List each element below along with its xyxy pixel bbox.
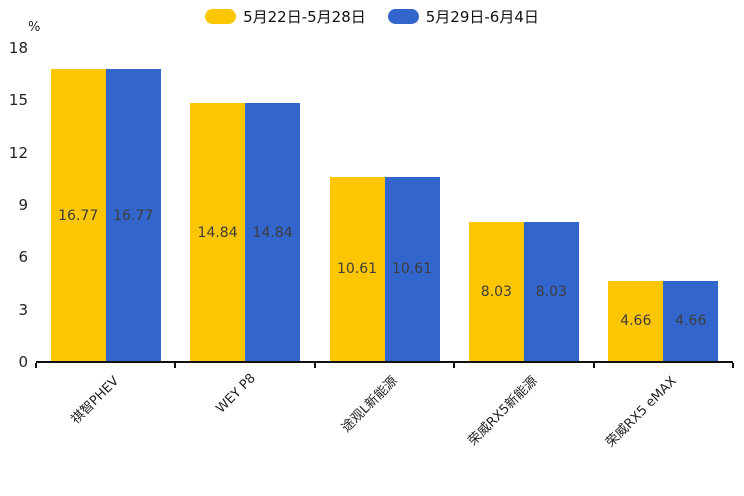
bar-series2 [105, 69, 161, 362]
bar-series1 [468, 221, 524, 362]
x-axis-tick [35, 363, 37, 368]
x-axis-tick [174, 363, 177, 368]
bar-series2 [384, 176, 440, 362]
x-axis-tick [453, 363, 456, 368]
x-axis-line [36, 361, 733, 363]
legend-item-1: 5月29日-6月4日 [387, 6, 539, 27]
bar-value-label: 14.84 [252, 224, 293, 241]
bar-value-label: 4.66 [620, 313, 652, 330]
bar-value-label: 14.84 [197, 224, 238, 241]
bar-value-label: 10.61 [336, 261, 378, 278]
y-axis-tick-label: 6 [18, 248, 28, 267]
legend-swatch-icon [205, 9, 237, 24]
bar-value-label: 8.03 [535, 283, 567, 300]
bar-series2 [663, 280, 719, 362]
bar-series1 [329, 176, 385, 362]
legend-label: 5月29日-6月4日 [425, 8, 539, 26]
bar-value-label: 16.77 [58, 207, 99, 224]
bar-series1 [50, 69, 106, 362]
bar-series2 [523, 221, 579, 362]
legend-label: 5月22日-5月28日 [243, 8, 366, 26]
y-axis-tick-label: 0 [18, 353, 28, 371]
bar-value-label: 8.03 [480, 283, 512, 300]
category-label: 途观L新能源 [339, 373, 401, 436]
x-axis-tick [313, 363, 316, 368]
category-label: WEY P8 [213, 371, 259, 417]
x-axis-tick [732, 363, 734, 368]
bar-series2 [245, 103, 301, 362]
y-axis-tick-label: 15 [8, 91, 28, 110]
x-axis-tick [592, 363, 595, 368]
bar-value-label: 10.61 [391, 261, 433, 278]
legend-swatch-icon [387, 9, 419, 24]
legend-item-0: 5月22日-5月28日 [205, 6, 366, 27]
bar-series1 [190, 103, 246, 362]
legend: 5月22日-5月28日 5月29日-6月4日 [0, 6, 744, 27]
y-axis-tick-label: 12 [8, 143, 28, 162]
bar-value-label: 16.77 [113, 207, 154, 224]
y-axis-unit-label: % [28, 20, 41, 35]
y-axis-tick-label: 3 [18, 300, 28, 319]
category-label: 祺智PHEV [68, 373, 123, 428]
bar-value-label: 4.66 [675, 313, 707, 330]
bar-series1 [608, 280, 664, 362]
y-axis-tick-label: 9 [18, 196, 28, 214]
y-axis-tick-label: 18 [8, 39, 28, 57]
category-label: 荣威RX5 eMAX [603, 373, 680, 451]
category-label: 荣威RX5新能源 [465, 373, 541, 449]
